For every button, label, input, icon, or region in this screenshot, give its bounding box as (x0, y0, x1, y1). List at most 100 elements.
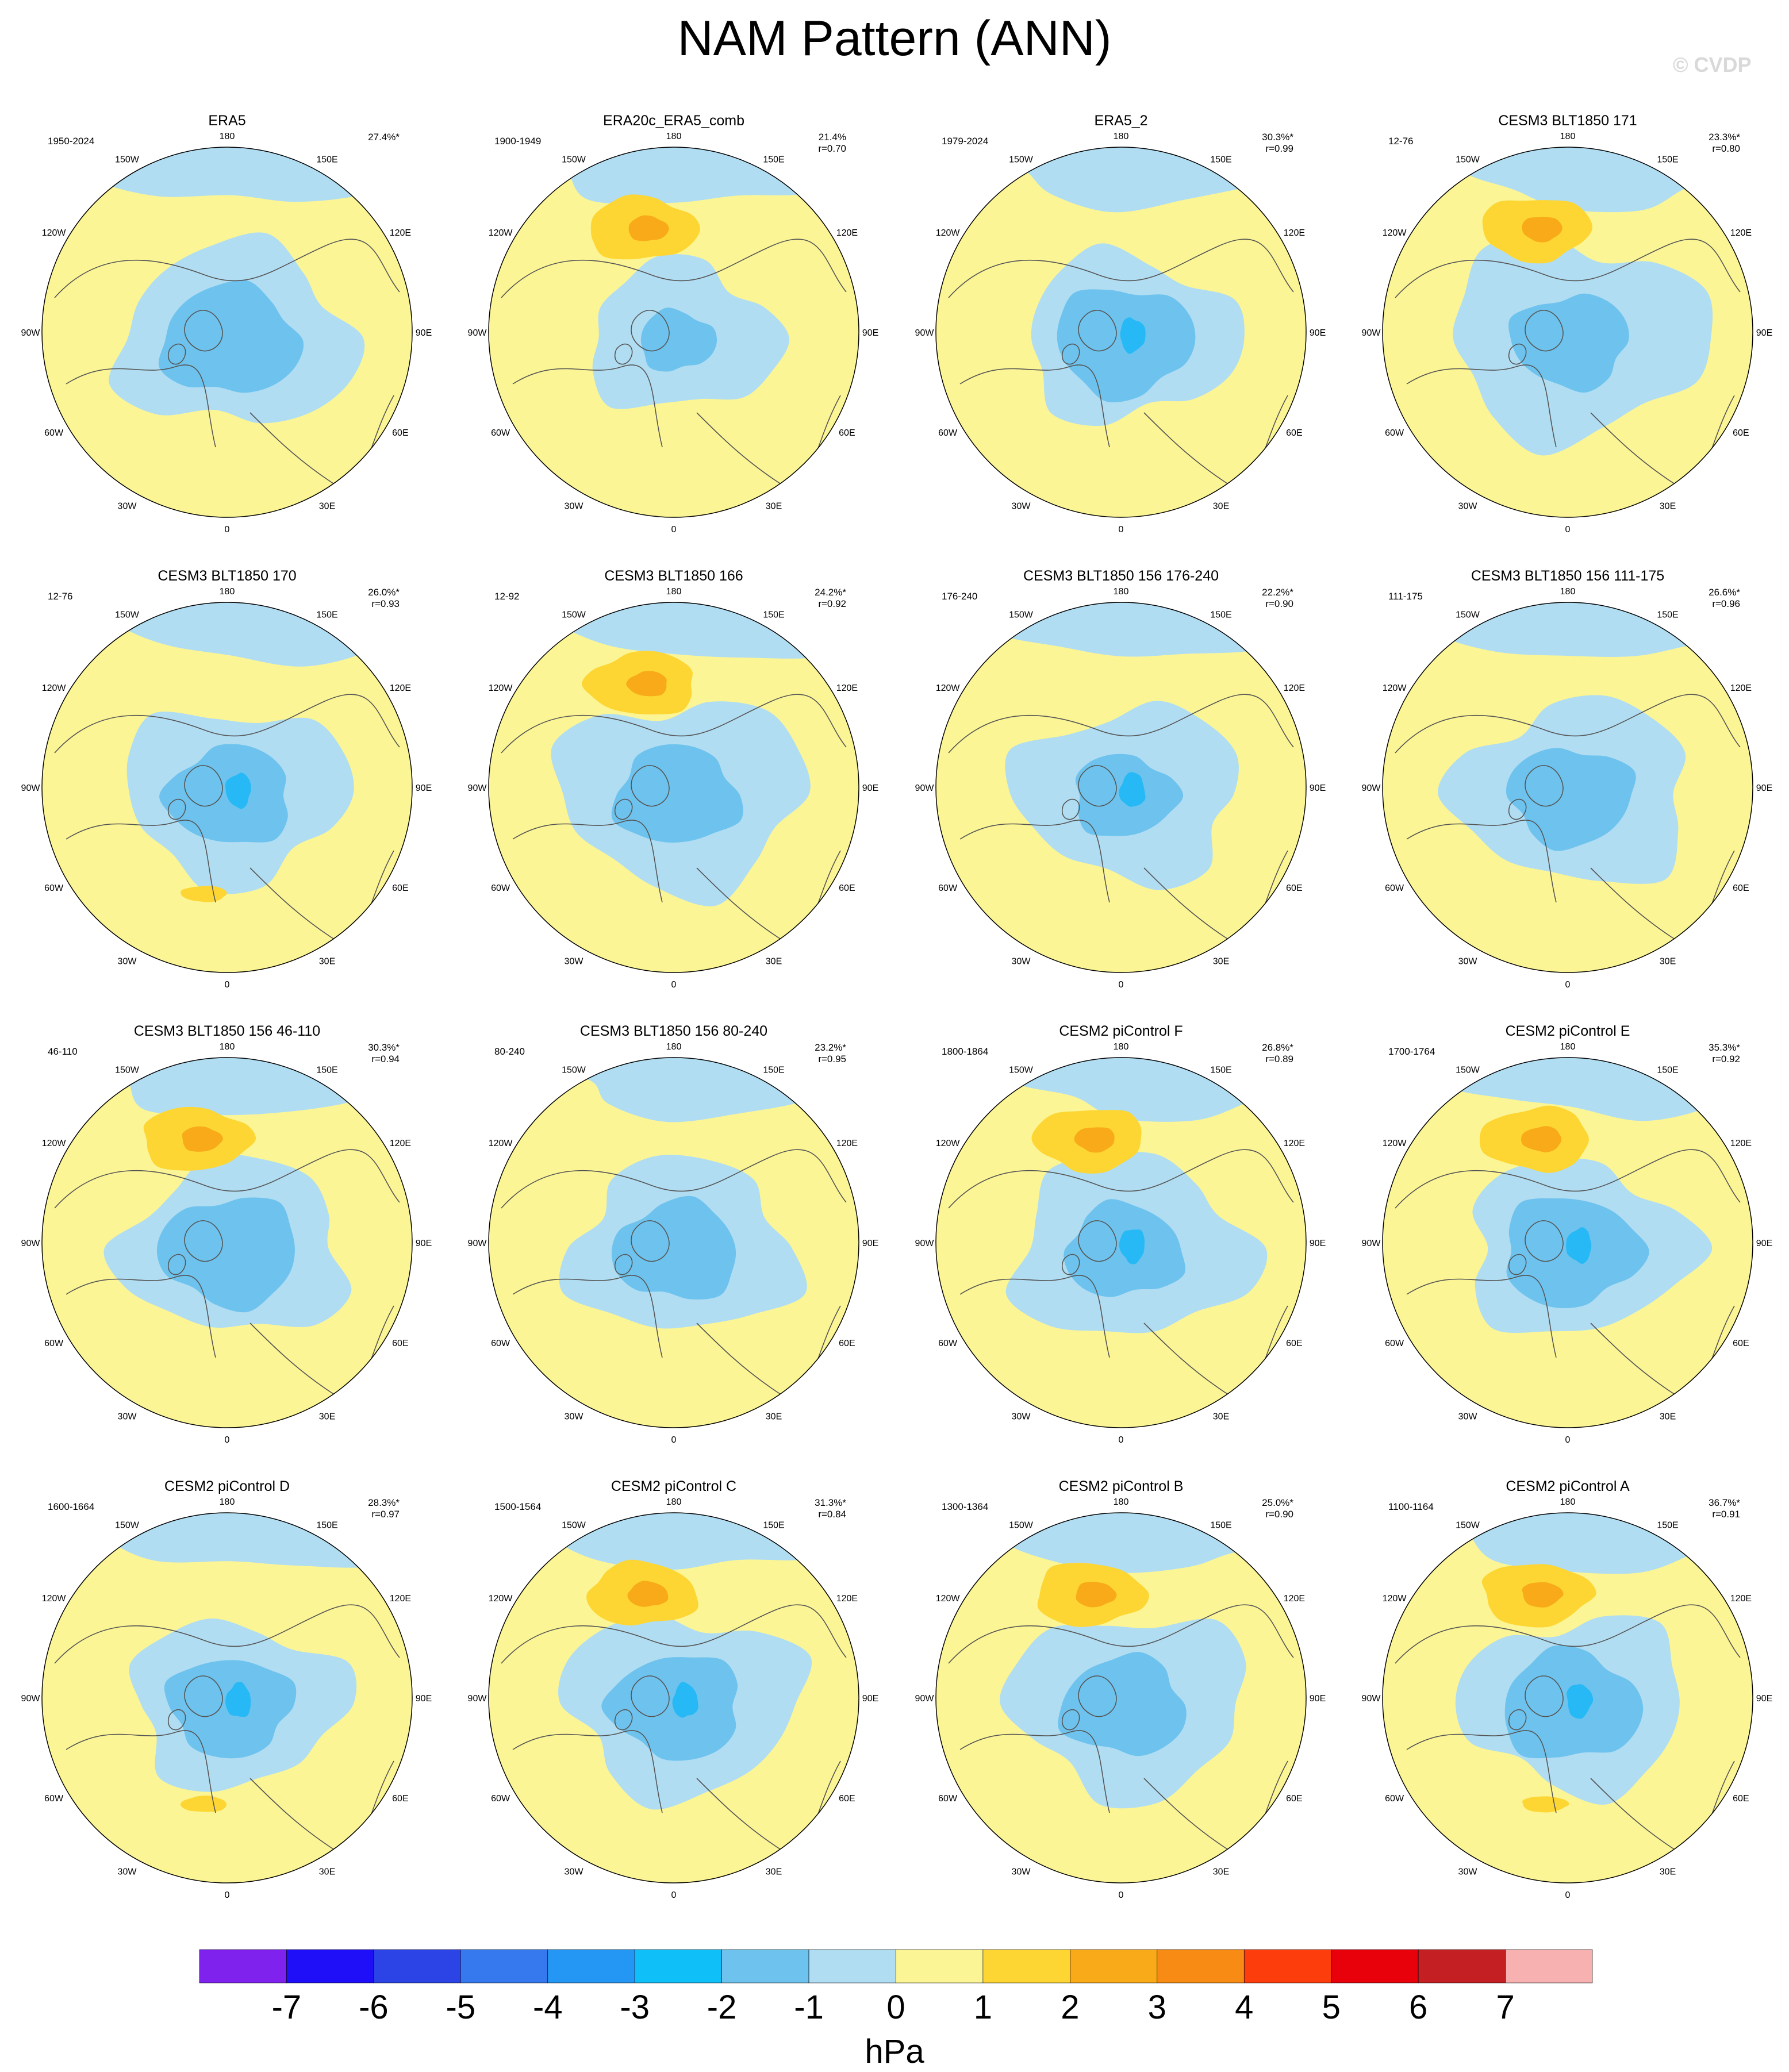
pressure-field (42, 147, 412, 517)
lon-label: 180 (1560, 1497, 1576, 1507)
lon-label: 60E (839, 883, 855, 893)
lon-label: 180 (1560, 1042, 1576, 1052)
lon-label: 150E (763, 155, 784, 165)
lon-label: 60E (1733, 428, 1749, 438)
pressure-field (489, 602, 859, 972)
lon-label: 0 (671, 1890, 677, 1900)
map-panel: 180 150E 120E 90E 60E 30E 0 30W 60W 90W 120W 150W CE… (915, 1478, 1326, 1900)
polar-core-region (640, 307, 717, 372)
lon-label: 30W (1458, 501, 1478, 511)
colorbar-tick-label: 4 (1235, 1989, 1253, 2026)
map-panel-grid: 180 150E 120E 90E 60E 30E 0 30W 60W 90W 120W 150W ER… (21, 113, 1773, 1900)
lon-label: 30E (1660, 956, 1676, 966)
lon-label: 120W (42, 228, 67, 238)
map-boundary (41, 1512, 413, 1883)
map-panel: 180 150E 120E 90E 60E 30E 0 30W 60W 90W 120W 150W ER… (468, 113, 879, 535)
panel-period: 80-240 (494, 1046, 525, 1057)
lon-label: 60E (1286, 1794, 1302, 1804)
lon-label: 30E (1660, 501, 1676, 511)
polar-minimum (225, 1682, 251, 1717)
panel-title: CESM3 BLT1850 171 (1498, 113, 1637, 129)
figure-title: NAM Pattern (ANN) (677, 11, 1112, 66)
lon-label: 150W (562, 155, 586, 165)
lon-label: 150E (1210, 1066, 1231, 1075)
lon-label: 180 (220, 1042, 235, 1052)
lon-label: 90W (468, 328, 487, 338)
panel-variance-explained: 26.6%* (1709, 587, 1740, 598)
colorbar-tick-label: 3 (1148, 1989, 1166, 2026)
lon-label: 150E (763, 1066, 784, 1075)
colorbar-tick-label: 2 (1061, 1989, 1079, 2026)
lon-label: 30E (766, 501, 782, 511)
lon-label: 90W (468, 783, 487, 793)
panel-title: ERA5 (208, 113, 245, 129)
lon-label: 150W (1009, 155, 1034, 165)
lon-label: 150W (1456, 1066, 1480, 1075)
panel-title: CESM3 BLT1850 166 (604, 568, 743, 584)
lon-label: 30W (1012, 1412, 1031, 1421)
panel-variance-explained: 21.4% (819, 132, 846, 143)
lon-label: 120E (1730, 683, 1752, 693)
lon-label: 60W (938, 883, 958, 893)
lon-label: 120W (1383, 1139, 1407, 1148)
lon-label: 60W (938, 428, 958, 438)
pacific-maximum (628, 215, 669, 241)
lon-label: 90E (416, 1239, 432, 1248)
lon-label: 60E (392, 1339, 408, 1348)
panel-period: 176-240 (942, 591, 977, 602)
lon-label: 120E (836, 1594, 858, 1604)
panel-title: CESM2 piControl E (1506, 1023, 1630, 1039)
lon-label: 30E (319, 1867, 335, 1877)
colorbar-tick-label: 6 (1409, 1989, 1427, 2026)
lon-label: 180 (220, 1497, 235, 1507)
colorbar-svg: -7 -6 -5 -4 -3 -2 -1 0 1 2 3 4 5 6 7 (199, 1949, 1593, 2026)
lon-label: 150W (1456, 610, 1480, 620)
lon-label: 0 (671, 980, 677, 990)
pacific-maximum (1076, 1582, 1117, 1608)
lon-label: 90W (915, 1239, 935, 1248)
map-panel: 180 150E 120E 90E 60E 30E 0 30W 60W 90W 120W 150W CE… (21, 1478, 432, 1900)
polar-minimum (1120, 317, 1146, 354)
panel-period: 12-76 (1388, 136, 1413, 147)
lon-label: 90W (915, 328, 935, 338)
panel-pattern-correlation: r=0.95 (818, 1054, 846, 1064)
lon-label: 30W (1458, 956, 1478, 966)
pacific-maximum (1522, 217, 1563, 243)
pressure-field (936, 1058, 1306, 1428)
colorbar-segment (460, 1949, 548, 1983)
panel-title: ERA20c_ERA5_comb (603, 113, 744, 129)
pacific-maximum (626, 671, 667, 697)
map-boundary (41, 602, 413, 973)
lon-label: 180 (666, 1497, 682, 1507)
lon-label: 180 (1114, 587, 1129, 597)
lon-label: 60W (1385, 1794, 1404, 1804)
lon-label: 150W (1456, 1521, 1480, 1531)
panel-title: CESM2 piControl D (164, 1478, 290, 1494)
pacific-negative-region (91, 602, 412, 667)
lon-label: 120W (936, 228, 961, 238)
lon-label: 150E (763, 610, 784, 620)
lon-label: 60W (491, 1339, 510, 1348)
pressure-field (936, 147, 1306, 517)
colorbar-segment (1505, 1949, 1593, 1983)
pacific-maximum (182, 1126, 223, 1152)
map-panel: 180 150E 120E 90E 60E 30E 0 30W 60W 90W 120W 150W CE… (21, 568, 432, 990)
colorbar-segment (634, 1949, 722, 1983)
lon-label: 60E (1286, 1339, 1302, 1348)
colorbar-segment (1070, 1949, 1158, 1983)
lon-label: 30W (565, 501, 584, 511)
lon-label: 150E (1210, 610, 1231, 620)
lon-label: 120E (1284, 683, 1305, 693)
lon-label: 90W (21, 783, 41, 793)
coastlines (1395, 694, 1741, 943)
panel-period: 1950-2024 (48, 136, 94, 147)
lon-label: 60E (1733, 1339, 1749, 1348)
pacific-maximum (1521, 1126, 1562, 1153)
panel-variance-explained: 26.0%* (368, 587, 400, 598)
map-panel: 180 150E 120E 90E 60E 30E 0 30W 60W 90W 120W 150W CE… (21, 1023, 432, 1445)
panel-period: 1100-1164 (1388, 1501, 1434, 1512)
panel-pattern-correlation: r=0.94 (371, 1054, 400, 1064)
lon-label: 120E (390, 1594, 411, 1604)
lon-label: 60W (44, 883, 64, 893)
pressure-field (936, 602, 1306, 972)
